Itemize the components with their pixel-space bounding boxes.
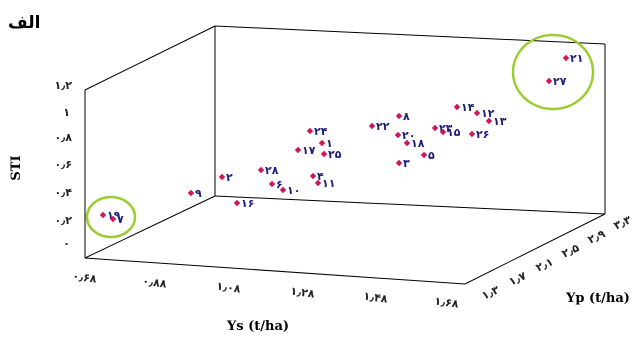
data-point-label: ۱۲ bbox=[481, 107, 495, 120]
z-tick-labels: ۱٫۳ ۱٫۷ ۲٫۱ ۲٫۵ ۲٫۹ ۳٫۳ bbox=[480, 213, 634, 302]
frame-floor-left bbox=[84, 195, 216, 259]
data-point-label: ۲۲ bbox=[376, 120, 390, 133]
data-point bbox=[109, 215, 117, 223]
frame-top-left bbox=[84, 25, 216, 91]
data-point bbox=[403, 139, 411, 147]
z-tick-label: ۱٫۷ bbox=[507, 269, 529, 288]
data-point-label: ۲۰ bbox=[402, 129, 415, 142]
y-tick-label: ۱٫۲ bbox=[54, 79, 72, 92]
data-point-label: ۸ bbox=[403, 110, 410, 123]
x-tick-labels: ۰٫۶۸ ۰٫۸۸ ۱٫۰۸ ۱٫۲۸ ۱٫۴۸ ۱٫۶۸ bbox=[72, 269, 460, 310]
data-point bbox=[294, 146, 302, 154]
data-point-label: ۲ bbox=[226, 171, 233, 184]
data-point-label: ۲۴ bbox=[314, 125, 328, 138]
data-point-label: ۲۸ bbox=[265, 164, 279, 177]
data-point bbox=[562, 54, 570, 62]
data-point bbox=[257, 166, 265, 174]
z-tick-label: ۲٫۵ bbox=[560, 241, 582, 260]
data-point bbox=[99, 211, 107, 219]
data-point bbox=[485, 117, 493, 125]
data-point bbox=[545, 77, 553, 85]
y-tick-label: ۰٫۸ bbox=[54, 131, 72, 144]
data-point-label: ۲۶ bbox=[476, 128, 489, 141]
z-tick-label: ۲٫۹ bbox=[586, 227, 608, 246]
data-point-label: ۱ bbox=[326, 137, 333, 150]
data-point-label: ۵ bbox=[428, 149, 435, 162]
data-point-label: ۱۰ bbox=[287, 184, 300, 197]
data-point-label: ۲۷ bbox=[553, 75, 567, 88]
data-point bbox=[218, 173, 226, 181]
data-point-label: ۱۵ bbox=[447, 126, 461, 139]
x-tick-label: ۱٫۲۸ bbox=[290, 284, 316, 300]
x-tick-label: ۱٫۰۸ bbox=[216, 279, 242, 295]
data-point-label: ۱۶ bbox=[241, 197, 254, 210]
frame-floor-right bbox=[464, 213, 606, 285]
x-axis-title: Ys (t/ha) bbox=[226, 319, 289, 334]
data-point bbox=[394, 131, 402, 139]
data-point bbox=[314, 179, 322, 187]
box-frame bbox=[84, 25, 606, 285]
data-point-label: ۱۳ bbox=[493, 115, 507, 128]
data-point bbox=[468, 130, 476, 138]
data-point-label: ۶ bbox=[276, 178, 283, 191]
y-tick-label: ۰ bbox=[63, 237, 70, 250]
frame-floor-front bbox=[84, 257, 466, 285]
data-point bbox=[420, 151, 428, 159]
x-tick-label: ۰٫۶۸ bbox=[72, 269, 98, 285]
y-tick-label: ۰٫۲ bbox=[54, 214, 72, 227]
data-point-label: ۹ bbox=[195, 187, 202, 200]
data-point bbox=[473, 109, 481, 117]
data-point bbox=[320, 150, 328, 158]
data-point bbox=[306, 127, 314, 135]
y-tick-label: ۰٫۴ bbox=[54, 186, 72, 199]
x-tick-label: ۰٫۸۸ bbox=[142, 274, 168, 290]
data-point-label: ۱۷ bbox=[302, 144, 316, 157]
data-point bbox=[233, 199, 241, 207]
data-point-label: ۲۵ bbox=[328, 148, 342, 161]
data-point bbox=[395, 112, 403, 120]
data-point bbox=[439, 128, 447, 136]
data-point bbox=[368, 122, 376, 130]
data-point-label: ۲۱ bbox=[570, 52, 583, 65]
data-point-label: ۳ bbox=[403, 157, 410, 170]
z-tick-label: ۱٫۳ bbox=[480, 283, 502, 302]
data-point-label: ۱۸ bbox=[411, 137, 425, 150]
data-point bbox=[309, 172, 317, 180]
z-axis-title: Yp (t/ha) bbox=[565, 291, 630, 306]
data-point-label: ۱۱ bbox=[322, 177, 335, 190]
data-point bbox=[268, 180, 276, 188]
data-point bbox=[318, 139, 326, 147]
highlight-circle-bottom bbox=[85, 195, 137, 239]
y-tick-labels: ۰ ۰٫۲ ۰٫۴ ۰٫۶ ۰٫۸ ۱ ۱٫۲ bbox=[54, 79, 72, 250]
y-tick-label: ۰٫۶ bbox=[54, 158, 72, 171]
data-point bbox=[187, 189, 195, 197]
z-tick-label: ۳٫۳ bbox=[612, 213, 634, 232]
data-point-label: ۴ bbox=[317, 170, 324, 183]
frame-top-back bbox=[214, 25, 606, 45]
data-point bbox=[431, 124, 439, 132]
highlight-circle-top bbox=[511, 33, 595, 111]
frame-floor-back bbox=[214, 195, 606, 215]
data-point bbox=[395, 159, 403, 167]
z-tick-label: ۲٫۱ bbox=[534, 255, 555, 274]
data-point-label: ۷ bbox=[117, 213, 124, 226]
y-axis-title: STI bbox=[9, 155, 24, 180]
x-tick-label: ۱٫۶۸ bbox=[434, 294, 460, 310]
x-tick-label: ۱٫۴۸ bbox=[363, 289, 389, 305]
data-point bbox=[279, 186, 287, 194]
y-tick-label: ۱ bbox=[63, 106, 70, 119]
panel-label: الف bbox=[8, 13, 40, 33]
data-point-label: ۱۴ bbox=[461, 101, 475, 114]
data-point bbox=[453, 103, 461, 111]
